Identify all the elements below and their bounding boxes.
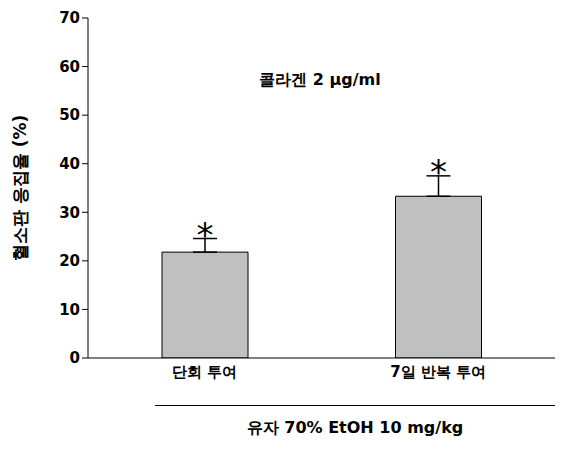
svg-text:60: 60 — [59, 58, 80, 76]
svg-text:0: 0 — [70, 349, 80, 367]
html-text:유자 70% EtOH 10 mg/kg: 유자 70% EtOH 10 mg/kg — [246, 418, 464, 437]
html-text:콜라겐 2 μg/ml: 콜라겐 2 μg/ml — [259, 70, 381, 89]
svg-text:10: 10 — [59, 301, 80, 319]
svg-text:*: * — [430, 152, 447, 192]
svg-text:7일 반복 투여: 7일 반복 투여 — [390, 363, 486, 381]
svg-text:50: 50 — [59, 106, 80, 124]
svg-text:단회 투여: 단회 투여 — [172, 363, 237, 381]
svg-text:30: 30 — [59, 204, 80, 222]
svg-text:40: 40 — [59, 155, 80, 173]
svg-text:20: 20 — [59, 252, 80, 270]
svg-text:70: 70 — [59, 9, 80, 27]
svg-text:*: * — [197, 215, 214, 255]
svg-text:혈소판 응집율 (%): 혈소판 응집율 (%) — [10, 115, 30, 261]
